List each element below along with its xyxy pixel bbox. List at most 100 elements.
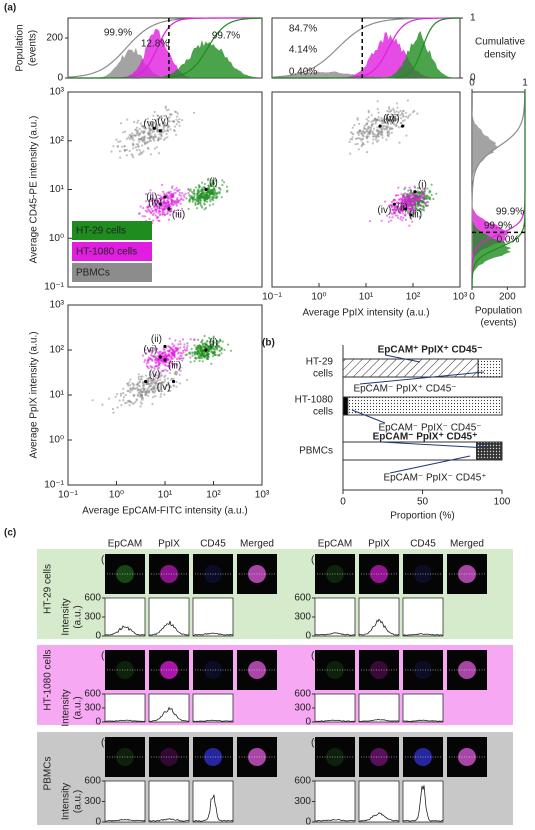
cloud-point — [401, 110, 405, 113]
cloud-point — [401, 212, 404, 215]
cloud-point — [383, 200, 387, 203]
cloud-point — [140, 375, 143, 378]
cloud-point — [139, 205, 142, 208]
cloud-point — [160, 197, 163, 200]
cloud-point — [408, 224, 411, 227]
cloud-point — [195, 198, 198, 201]
cloud-point — [212, 340, 215, 343]
cloud-point — [400, 215, 403, 219]
y-tick-label: 300 — [84, 703, 101, 714]
cloud-point — [351, 138, 354, 141]
cloud-point — [374, 138, 378, 141]
cell-point — [158, 129, 162, 133]
cluster — [368, 185, 430, 227]
cloud-point — [149, 136, 152, 139]
cloud-point — [164, 130, 167, 133]
cloud-point — [390, 131, 393, 134]
cloud-point — [127, 136, 130, 139]
cloud-point — [204, 206, 208, 210]
cloud-point — [203, 334, 206, 338]
cloud-point — [202, 354, 205, 358]
cloud-point — [377, 139, 380, 142]
cloud-point — [160, 374, 163, 377]
cloud-point — [176, 112, 179, 115]
cloud-point — [149, 384, 153, 387]
cloud-point — [175, 187, 178, 190]
cloud-point — [385, 138, 388, 141]
cloud-point — [173, 129, 176, 132]
cloud-point — [409, 189, 412, 192]
cloud-point — [365, 118, 368, 121]
histogram — [68, 47, 262, 78]
cloud-point — [401, 219, 404, 222]
cloud-point — [190, 190, 193, 193]
cloud-point — [383, 117, 386, 120]
cloud-point — [141, 215, 144, 218]
cloud-point — [196, 346, 199, 349]
cell-label: (v) — [149, 369, 161, 380]
cloud-point — [395, 110, 398, 113]
cloud-point — [376, 100, 379, 103]
cloud-point — [182, 349, 185, 352]
cloud-point — [147, 358, 150, 361]
cloud-point — [218, 345, 221, 348]
cluster — [91, 362, 189, 414]
cloud-point — [125, 401, 128, 404]
cloud-point — [180, 357, 183, 360]
cloud-point — [209, 182, 212, 185]
cell-point — [163, 358, 167, 362]
cloud-point — [157, 136, 160, 139]
cloud-point — [385, 214, 389, 217]
cloud-point — [365, 151, 369, 154]
cloud-point — [396, 102, 399, 105]
cloud-point — [157, 118, 160, 121]
cloud-point — [212, 336, 215, 339]
cloud-point — [176, 120, 179, 123]
cloud-point — [205, 194, 208, 197]
intensity-profile — [104, 719, 146, 722]
cloud-point — [137, 145, 140, 148]
cloud-point — [213, 352, 216, 355]
cloud-point — [152, 138, 155, 141]
cloud-point — [141, 144, 144, 147]
cloud-point — [166, 369, 169, 373]
cloud-point — [195, 196, 199, 199]
histogram — [272, 32, 460, 78]
cloud-point — [153, 205, 156, 209]
cloud-point — [152, 377, 155, 381]
cloud-point — [170, 362, 173, 365]
cloud-point — [203, 208, 206, 211]
cloud-point — [157, 193, 160, 197]
cloud-point — [423, 193, 426, 196]
cloud-point — [154, 119, 157, 122]
cloud-point — [383, 124, 386, 127]
cloud-point — [147, 208, 150, 211]
x2-tick-label: 1 — [522, 78, 528, 89]
cloud-point — [371, 142, 374, 145]
cloud-point — [404, 111, 408, 114]
cloud-point — [157, 376, 160, 379]
y-axis-label: (a.u.) — [73, 696, 84, 719]
cloud-point — [417, 203, 420, 206]
cloud-point — [179, 202, 182, 205]
cloud-point — [392, 114, 395, 117]
cell-point — [413, 190, 417, 194]
cloud-point — [154, 389, 157, 392]
cloud-point — [219, 339, 222, 342]
cloud-point — [202, 344, 205, 347]
intensity-profile — [105, 625, 146, 636]
cloud-point — [210, 351, 213, 354]
cloud-point — [153, 110, 156, 114]
cloud-point — [194, 357, 197, 360]
cloud-point — [149, 189, 152, 192]
cloud-point — [151, 193, 154, 196]
x-tick-label: 50 — [417, 497, 429, 508]
intensity-profile — [314, 719, 356, 722]
plot-frame — [148, 780, 190, 823]
cloud-point — [402, 115, 405, 118]
cloud-point — [357, 148, 360, 151]
cloud-point — [151, 213, 155, 217]
cloud-point — [142, 150, 145, 153]
cloud-point — [166, 136, 169, 139]
cloud-point — [192, 111, 196, 114]
